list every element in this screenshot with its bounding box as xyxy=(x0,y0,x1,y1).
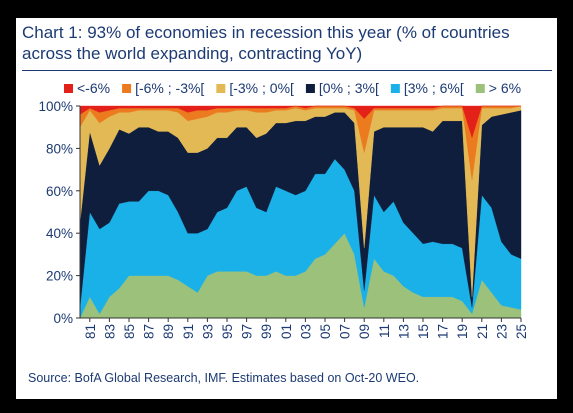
x-tick-label: 97 xyxy=(240,324,255,339)
x-tick-label: 93 xyxy=(200,324,215,339)
x-tick-label: 21 xyxy=(475,324,490,339)
x-tick-label: 05 xyxy=(318,324,333,339)
area-layer-group xyxy=(79,105,522,319)
y-tick-label: 40% xyxy=(46,226,73,241)
legend-swatch xyxy=(64,84,73,93)
x-tick-label: 83 xyxy=(102,324,117,339)
chart-title: Chart 1: 93% of economies in recession t… xyxy=(22,23,510,63)
x-tick-label: 85 xyxy=(122,324,137,339)
title-divider xyxy=(22,70,552,71)
x-tick-label: 91 xyxy=(181,324,196,339)
legend-swatch xyxy=(305,84,315,93)
x-tick-label: 17 xyxy=(436,324,451,339)
legend-label: [3% ; 6%[ xyxy=(404,80,464,96)
x-tick-label: 81 xyxy=(83,324,98,339)
legend-label: [-6% ; -3%[ xyxy=(135,80,204,96)
legend-swatch xyxy=(216,84,226,93)
legend-label: <-6% xyxy=(77,80,110,96)
y-tick-label: 0% xyxy=(53,311,73,326)
y-tick-label: 100% xyxy=(38,99,73,114)
x-tick-label: 11 xyxy=(377,324,392,338)
x-tick-label: 15 xyxy=(416,324,431,339)
legend-label: [0% ; 3%[ xyxy=(319,80,379,96)
x-tick-label: 03 xyxy=(298,324,313,339)
x-tick-label: 95 xyxy=(220,324,235,339)
x-tick-label: 87 xyxy=(142,324,157,339)
legend-label: > 6% xyxy=(489,80,521,96)
y-tick-label: 20% xyxy=(46,269,73,284)
x-tick-label: 23 xyxy=(494,324,509,339)
stacked-area-chart: <-6% [-6% ; -3%[ [-3% ; 0%[ [0% ; 3%[ [3% ; … xyxy=(38,80,529,339)
x-tick-label: 99 xyxy=(259,324,274,339)
x-tick-label: 19 xyxy=(455,324,470,339)
x-tick-label: 25 xyxy=(514,324,529,339)
chart-frame: Chart 1: 93% of economies in recession t… xyxy=(6,6,567,407)
legend-swatch xyxy=(390,84,400,93)
x-tick-label: 01 xyxy=(279,324,294,339)
legend-swatch xyxy=(122,84,132,93)
x-tick-label: 09 xyxy=(357,324,372,339)
y-tick-label: 60% xyxy=(46,184,73,199)
x-tick-label: 13 xyxy=(396,324,411,339)
x-tick-label: 07 xyxy=(338,324,353,339)
y-tick-label: 80% xyxy=(46,141,73,156)
source-note: Source: BofA Global Research, IMF. Estim… xyxy=(28,371,420,385)
legend-swatch xyxy=(475,84,485,93)
legend-label: [-3% ; 0%[ xyxy=(229,80,294,96)
x-tick-label: 89 xyxy=(161,324,176,339)
series-area xyxy=(79,105,521,139)
chart-card: Chart 1: 93% of economies in recession t… xyxy=(16,18,557,399)
